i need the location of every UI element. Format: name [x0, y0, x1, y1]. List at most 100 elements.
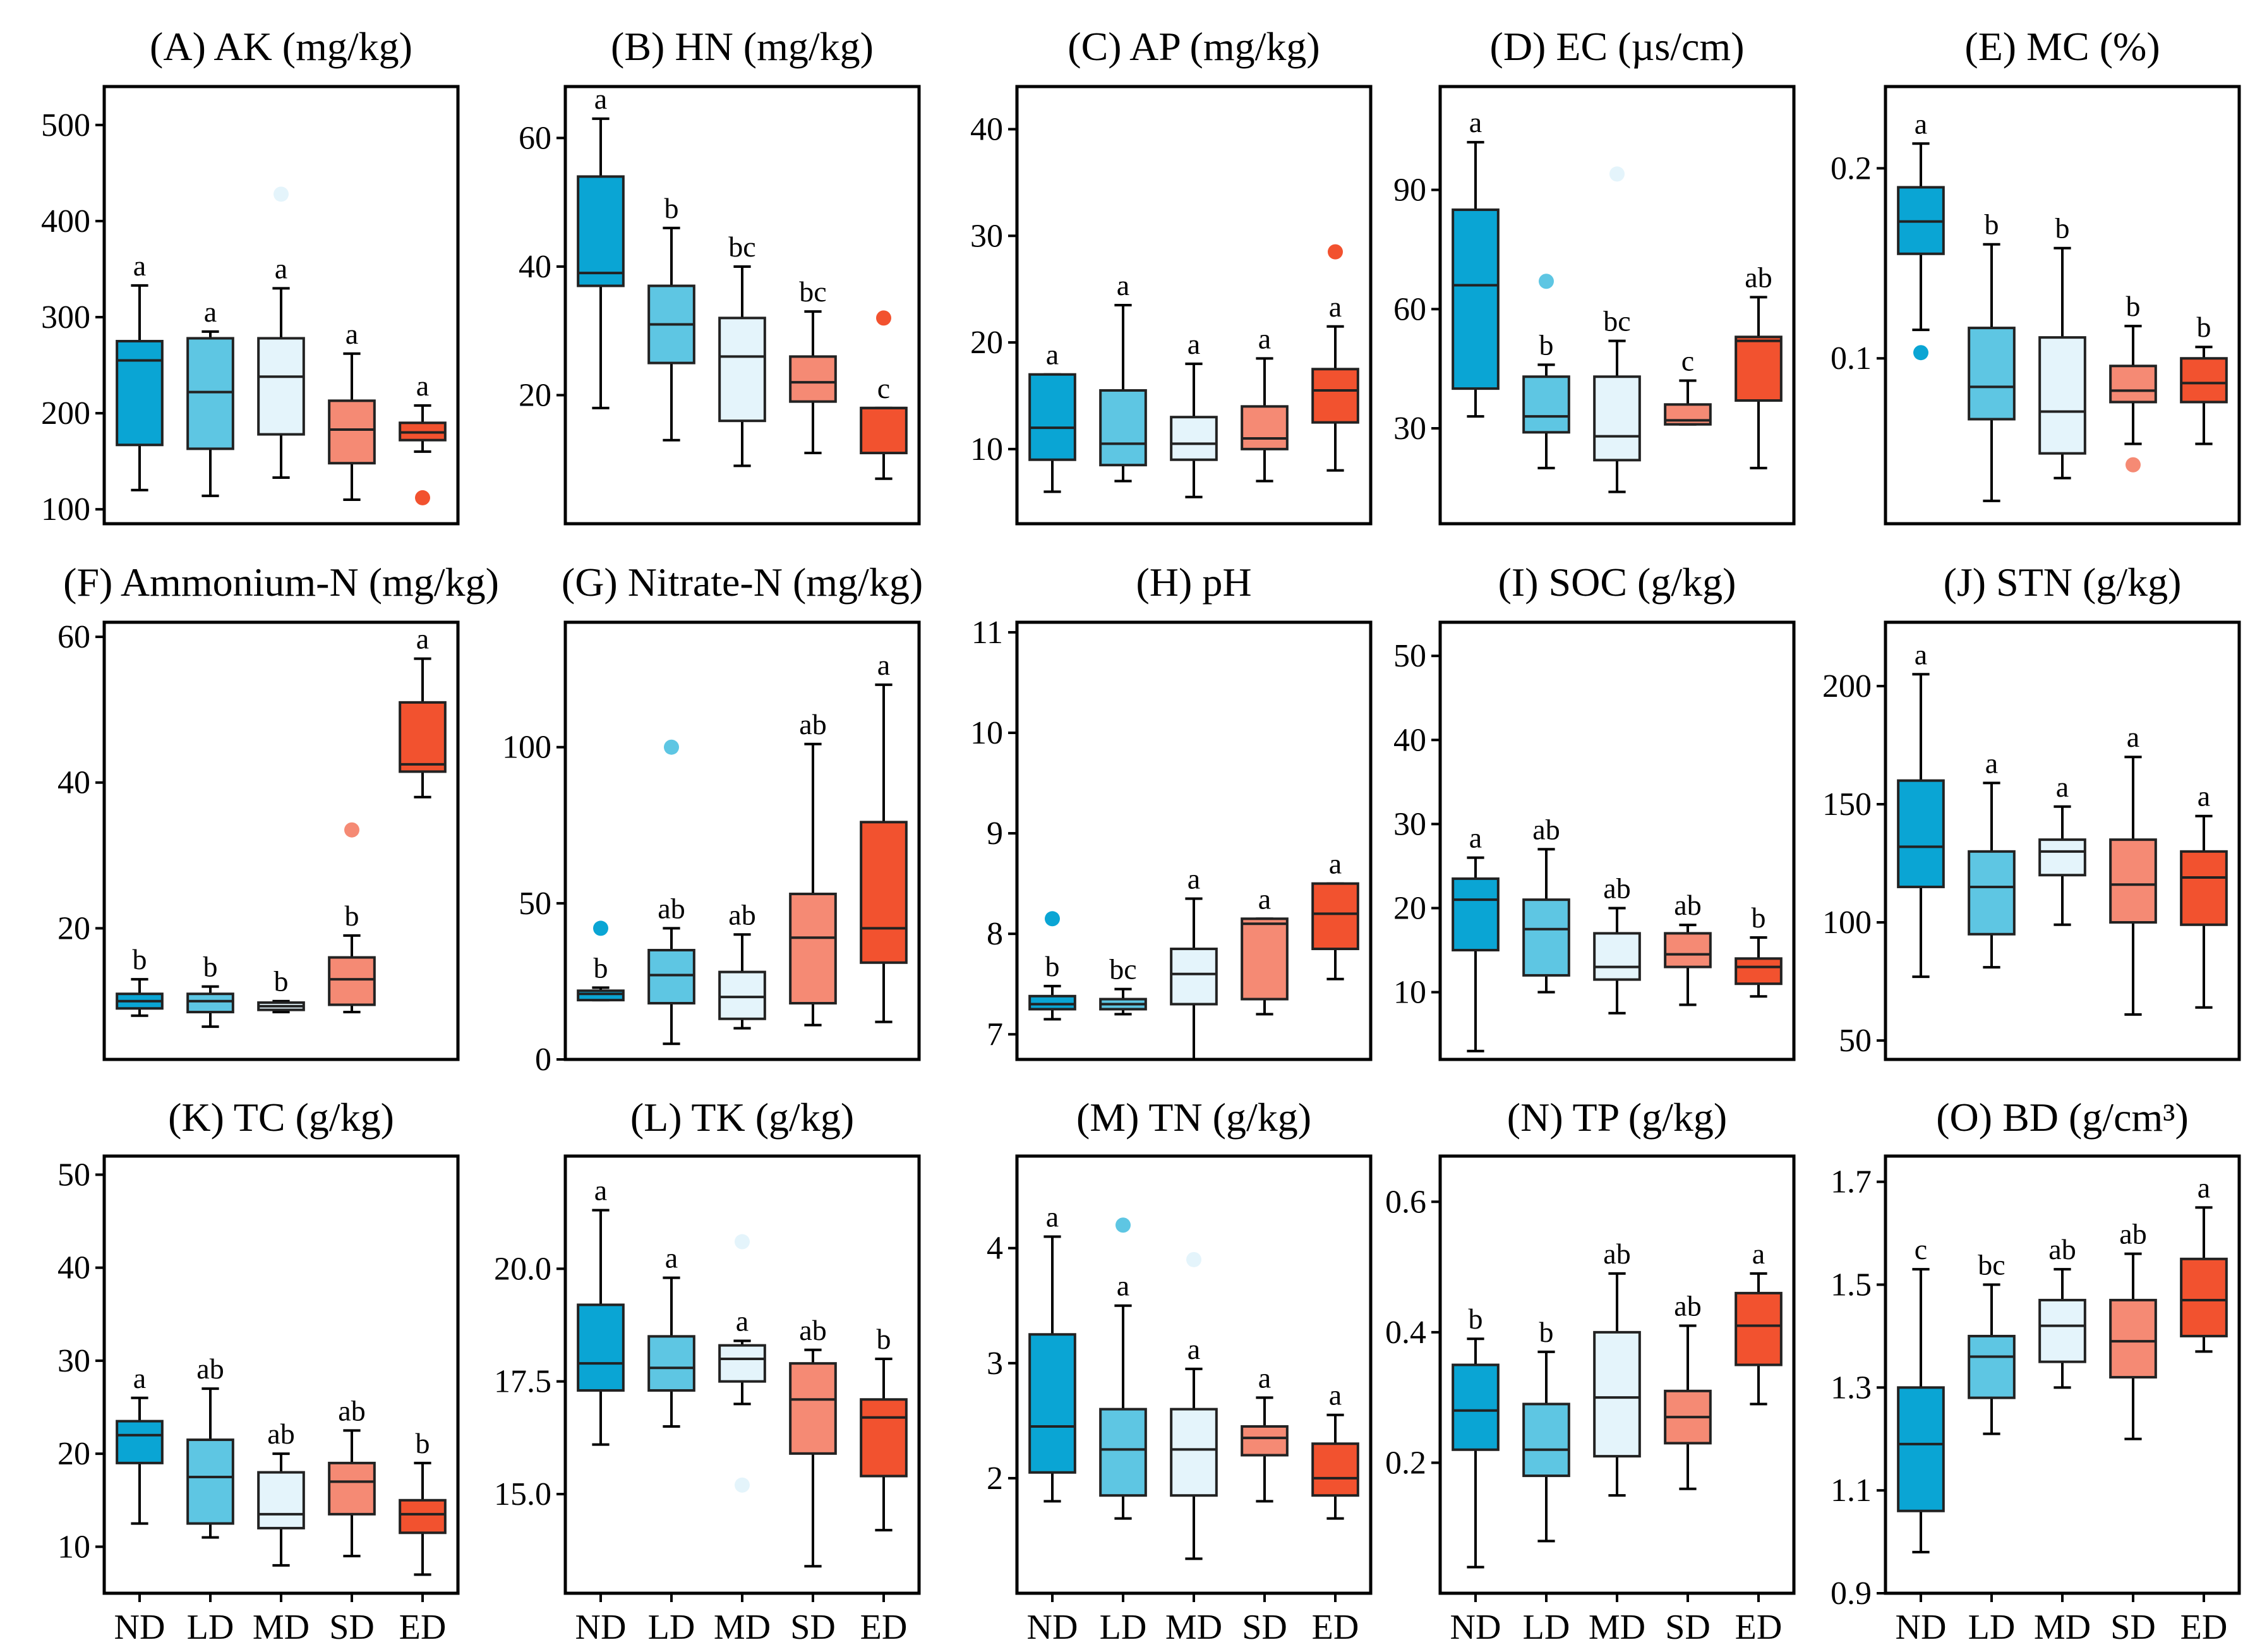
box-SD: ab: [1664, 889, 1712, 1006]
panel-title: (M) TN (g/kg): [1076, 1095, 1311, 1140]
box-ND: a: [1897, 107, 1945, 361]
iqr-box: [1593, 1330, 1641, 1458]
significance-label: b: [1469, 1303, 1483, 1335]
significance-label: a: [1752, 1238, 1765, 1270]
y-tick-label: 10: [1393, 975, 1426, 1011]
y-tick-label: 40: [57, 765, 90, 801]
x-tick-label: MD: [1165, 1608, 1222, 1647]
box-MD: ab: [2038, 1233, 2086, 1389]
y-tick-label: 17.5: [494, 1364, 551, 1400]
significance-label: b: [203, 951, 218, 983]
significance-label: ab: [1603, 1238, 1630, 1270]
box-SD: ab: [328, 1394, 376, 1558]
y-tick-label: 400: [41, 203, 90, 239]
box-SD: a: [1241, 883, 1289, 1016]
significance-label: a: [1188, 1333, 1200, 1365]
significance-label: ab: [267, 1418, 294, 1450]
box-ED: a: [399, 370, 447, 505]
significance-label: a: [275, 252, 287, 284]
significance-label: a: [133, 250, 146, 282]
significance-label: a: [877, 649, 890, 681]
y-tick-label: 20: [57, 1436, 90, 1472]
outlier-point: [1609, 166, 1625, 182]
panel-0: (A) AK (mg/kg) 100 200 300 400 500 a a a a a: [41, 24, 460, 528]
significance-label: a: [1329, 1379, 1342, 1411]
box-MD: a: [1170, 328, 1218, 498]
panel-13: (N) TP (g/kg) 0.2 0.4 0.6 ND LD MD SD ED b b ab ab a: [1385, 1095, 1796, 1647]
x-tick-label: MD: [253, 1608, 310, 1647]
panel-title: (J) STN (g/kg): [1944, 560, 2182, 605]
significance-label: ab: [2119, 1218, 2146, 1250]
box-LD: b: [186, 951, 234, 1028]
iqr-box: [1968, 1334, 2016, 1399]
iqr-box: [860, 1398, 908, 1478]
iqr-box: [1968, 327, 2016, 421]
box-SD: c: [1664, 345, 1712, 426]
y-tick-label: 200: [41, 395, 90, 431]
box-LD: a: [186, 296, 234, 497]
y-tick-label: 50: [1839, 1023, 1872, 1059]
significance-label: ab: [1745, 261, 1772, 293]
y-tick-label: 1.7: [1831, 1164, 1872, 1200]
outlier-point: [1115, 1217, 1131, 1233]
outlier-point: [1913, 345, 1928, 361]
significance-label: bc: [728, 231, 755, 263]
y-tick-label: 0.6: [1385, 1184, 1426, 1220]
panel-title: (O) BD (g/cm³): [1936, 1095, 2189, 1140]
outlier-point: [415, 490, 430, 505]
box-ND: b: [1452, 1303, 1500, 1569]
box-SD: a: [2109, 721, 2157, 1016]
y-tick-label: 40: [519, 249, 551, 285]
plot-frame: [1884, 620, 2241, 1061]
box-ND: a: [577, 83, 625, 409]
x-tick-label: SD: [1242, 1608, 1287, 1647]
panel-8: (I) SOC (g/kg) 10 20 30 40 50 a ab ab ab b: [1393, 560, 1796, 1061]
y-tick-label: 60: [57, 619, 90, 655]
significance-label: bc: [1978, 1249, 2005, 1281]
iqr-box: [1522, 898, 1570, 977]
y-tick-label: 30: [1393, 806, 1426, 842]
iqr-box: [1522, 1402, 1570, 1478]
iqr-box: [1897, 779, 1945, 888]
box-ED: b: [2180, 311, 2228, 445]
iqr-box: [399, 701, 447, 773]
significance-label: a: [2198, 780, 2210, 812]
significance-label: a: [133, 1362, 146, 1394]
significance-label: c: [1681, 345, 1694, 377]
x-tick-label: SD: [2110, 1608, 2156, 1647]
iqr-box: [789, 1362, 837, 1455]
box-ND: a: [116, 250, 164, 491]
box-ND: b: [577, 920, 625, 1002]
x-tick-label: SD: [329, 1608, 375, 1647]
box-ND: a: [1452, 106, 1500, 418]
y-tick-label: 0.2: [1831, 150, 1872, 186]
y-tick-label: 40: [1393, 722, 1426, 758]
y-tick-label: 60: [519, 120, 551, 156]
outlier-point: [2126, 457, 2141, 473]
y-tick-label: 0.9: [1831, 1576, 1872, 1612]
iqr-box: [1311, 882, 1359, 951]
panel-5: (F) Ammonium-N (mg/kg) 20 40 60 b b b b a: [57, 560, 499, 1061]
iqr-box: [2180, 850, 2228, 926]
box-MD: ab: [1593, 872, 1641, 1015]
iqr-box: [718, 1344, 766, 1383]
iqr-box: [1593, 932, 1641, 981]
iqr-box: [328, 1461, 376, 1516]
iqr-box: [1735, 1291, 1783, 1366]
y-tick-label: 50: [1393, 638, 1426, 674]
y-tick-label: 200: [1822, 668, 1872, 704]
y-tick-label: 10: [970, 431, 1003, 467]
panel-title: (L) TK (g/kg): [630, 1095, 854, 1140]
significance-label: b: [345, 900, 359, 932]
box-MD: a: [1170, 862, 1218, 1061]
panel-6: (G) Nitrate-N (mg/kg) 0 50 100 b ab ab ab a: [502, 560, 923, 1078]
iqr-box: [1522, 375, 1570, 434]
iqr-box: [328, 956, 376, 1006]
iqr-box: [186, 1438, 234, 1525]
box-ND: b: [116, 943, 164, 1017]
box-MD: a: [2038, 771, 2086, 926]
y-tick-label: 0.2: [1385, 1445, 1426, 1481]
box-ED: c: [860, 310, 908, 480]
box-SD: a: [328, 318, 376, 501]
